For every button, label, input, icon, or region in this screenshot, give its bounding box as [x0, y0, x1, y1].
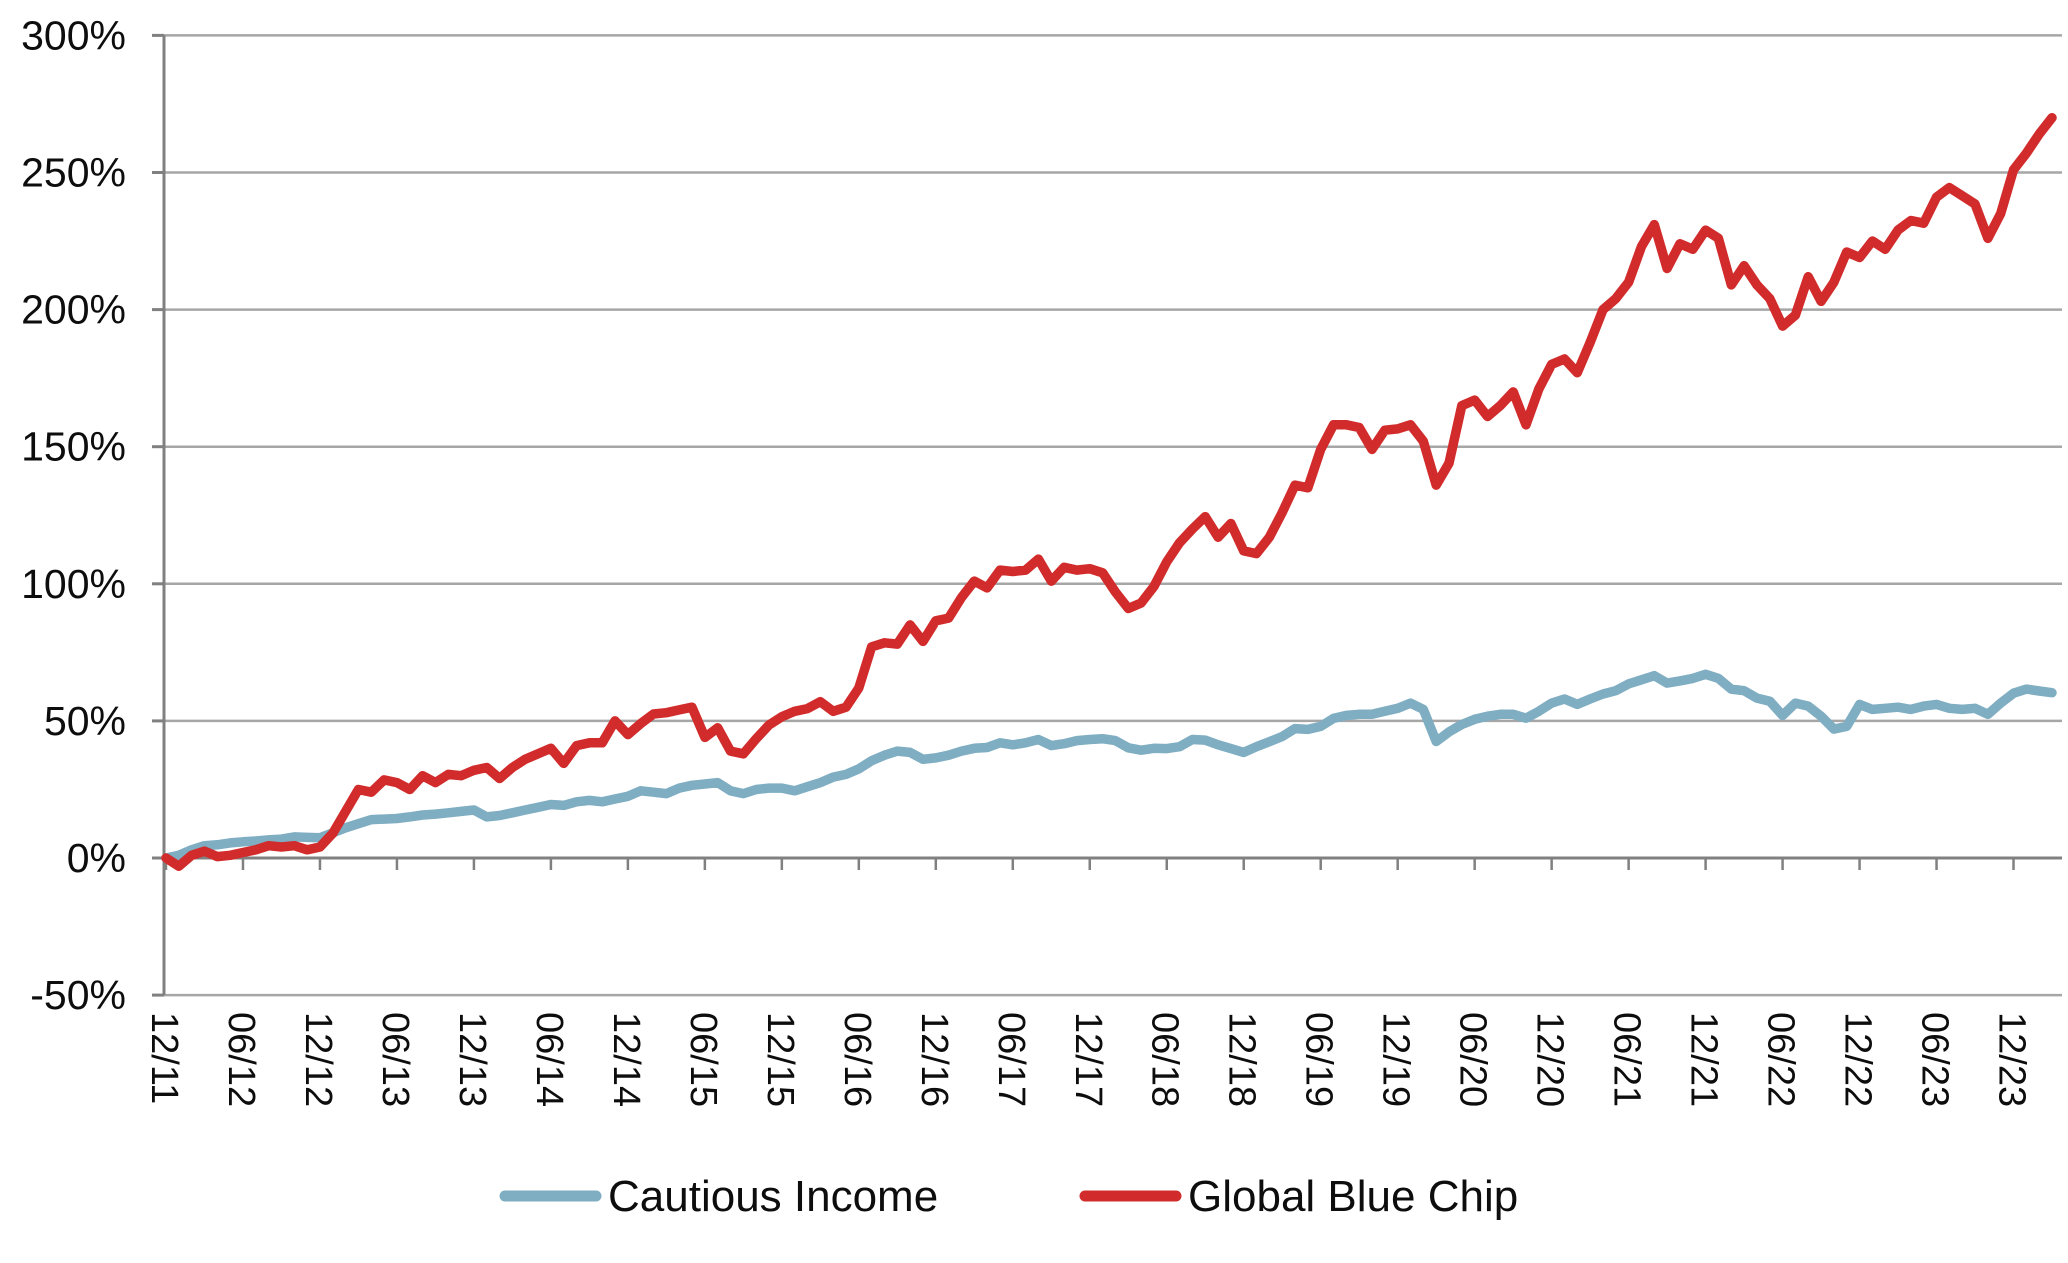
series-line-cautious-income: [161, 669, 2057, 863]
gridlines: [164, 34, 2062, 997]
legend: Cautious Income Global Blue Chip: [499, 1172, 1518, 1221]
x-tick-label: 06/17: [990, 1012, 1032, 1107]
x-tick-label: 12/22: [1837, 1012, 1879, 1107]
x-tick-label: 12/18: [1221, 1012, 1263, 1107]
y-axis-labels: 300% 250% 200% 150% 100% 50% 0% -50%: [21, 12, 126, 1018]
y-tick-label: 250%: [21, 150, 126, 196]
axes: [152, 33, 2062, 997]
y-tick-label: 50%: [44, 698, 126, 744]
legend-label-global-blue-chip: Global Blue Chip: [1188, 1172, 1518, 1221]
x-tick-label: 12/13: [451, 1012, 493, 1107]
x-tick-label: 06/13: [374, 1012, 416, 1107]
x-tick-label: 12/20: [1529, 1012, 1571, 1107]
x-tick-label: 06/23: [1914, 1012, 1956, 1107]
x-axis-labels: 12/11 06/12 12/12 06/13 12/13 06/14 12/14 06/15…: [143, 1012, 2033, 1107]
y-tick-label: 150%: [21, 424, 126, 470]
x-tick-label: 06/12: [220, 1012, 262, 1107]
x-tick-label: 12/17: [1067, 1012, 1109, 1107]
x-tick-label: 12/23: [1991, 1012, 2033, 1107]
x-tick-label: 06/21: [1606, 1012, 1648, 1107]
x-tick-label: 06/19: [1298, 1012, 1340, 1107]
x-tick-label: 06/14: [528, 1012, 570, 1107]
x-tick-label: 06/15: [682, 1012, 724, 1107]
x-tick-label: 12/12: [297, 1012, 339, 1107]
x-tick-label: 12/16: [913, 1012, 955, 1107]
x-tick-label: 12/15: [759, 1012, 801, 1107]
x-tick-label: 06/22: [1760, 1012, 1802, 1107]
x-tick-label: 12/11: [143, 1012, 185, 1104]
x-tick-label: 12/21: [1683, 1012, 1725, 1107]
y-tick-label: 0%: [67, 835, 126, 881]
y-tick-label: 100%: [21, 561, 126, 607]
y-tick-label: -50%: [30, 972, 126, 1018]
x-tick-label: 06/18: [1144, 1012, 1186, 1107]
x-tick-label: 06/20: [1452, 1012, 1494, 1107]
x-tick-label: 06/16: [836, 1012, 878, 1107]
series-lines: [161, 112, 2057, 871]
legend-label-cautious-income: Cautious Income: [608, 1172, 938, 1221]
y-tick-label: 200%: [21, 287, 126, 333]
x-tick-label: 12/19: [1375, 1012, 1417, 1107]
x-tick-label: 12/14: [605, 1012, 647, 1107]
y-tick-label: 300%: [21, 12, 126, 58]
series-line-global-blue-chip: [161, 112, 2057, 871]
